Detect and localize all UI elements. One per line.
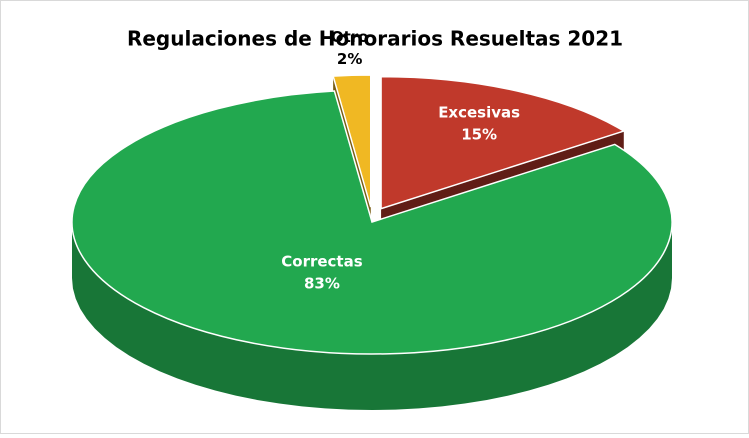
pie-slice [380, 75, 626, 210]
chart-title: Regulaciones de Honorarios Resueltas 202… [127, 27, 623, 51]
data-label: 2% [337, 50, 362, 68]
pie-slice [71, 90, 673, 355]
pie-tops [71, 74, 673, 355]
pie-side [72, 222, 672, 410]
data-label: Correctas [281, 252, 362, 270]
data-label: 15% [461, 125, 497, 143]
data-label: Excesivas [438, 103, 520, 121]
data-label: 83% [304, 274, 340, 292]
pie-slice [332, 74, 372, 208]
data-label: Otro [331, 28, 369, 46]
